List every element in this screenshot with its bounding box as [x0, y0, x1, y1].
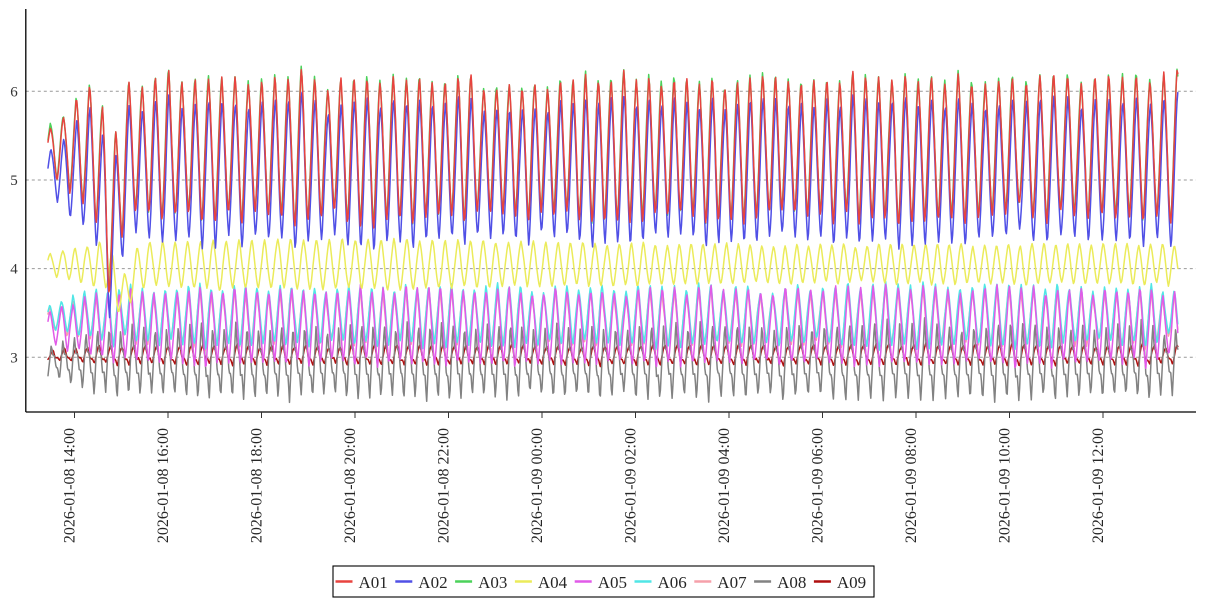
- svg-text:2026-01-09 02:00: 2026-01-09 02:00: [623, 428, 640, 543]
- svg-text:2026-01-09 06:00: 2026-01-09 06:00: [810, 428, 827, 543]
- svg-text:2026-01-09 00:00: 2026-01-09 00:00: [529, 428, 546, 543]
- svg-text:2026-01-08 18:00: 2026-01-08 18:00: [249, 428, 266, 543]
- svg-text:6: 6: [10, 84, 18, 100]
- svg-text:2026-01-08 22:00: 2026-01-08 22:00: [436, 428, 453, 543]
- svg-text:2026-01-09 08:00: 2026-01-09 08:00: [903, 428, 920, 543]
- svg-text:2026-01-09 04:00: 2026-01-09 04:00: [716, 428, 733, 543]
- svg-text:3: 3: [10, 350, 18, 366]
- svg-text:5: 5: [10, 173, 18, 189]
- svg-text:A06: A06: [658, 573, 687, 592]
- svg-text:A02: A02: [418, 573, 447, 592]
- svg-text:A09: A09: [837, 573, 866, 592]
- svg-text:A07: A07: [717, 573, 747, 592]
- svg-text:4: 4: [10, 262, 18, 278]
- svg-text:2026-01-08 20:00: 2026-01-08 20:00: [342, 428, 359, 543]
- svg-text:2026-01-08 16:00: 2026-01-08 16:00: [155, 428, 172, 543]
- svg-text:2026-01-09 12:00: 2026-01-09 12:00: [1090, 428, 1107, 543]
- svg-text:A03: A03: [478, 573, 507, 592]
- svg-text:2026-01-08 14:00: 2026-01-08 14:00: [62, 428, 79, 543]
- svg-text:A08: A08: [777, 573, 806, 592]
- svg-text:2026-01-09 10:00: 2026-01-09 10:00: [997, 428, 1014, 543]
- svg-text:A05: A05: [598, 573, 627, 592]
- svg-text:A04: A04: [538, 573, 568, 592]
- svg-text:A01: A01: [359, 573, 388, 592]
